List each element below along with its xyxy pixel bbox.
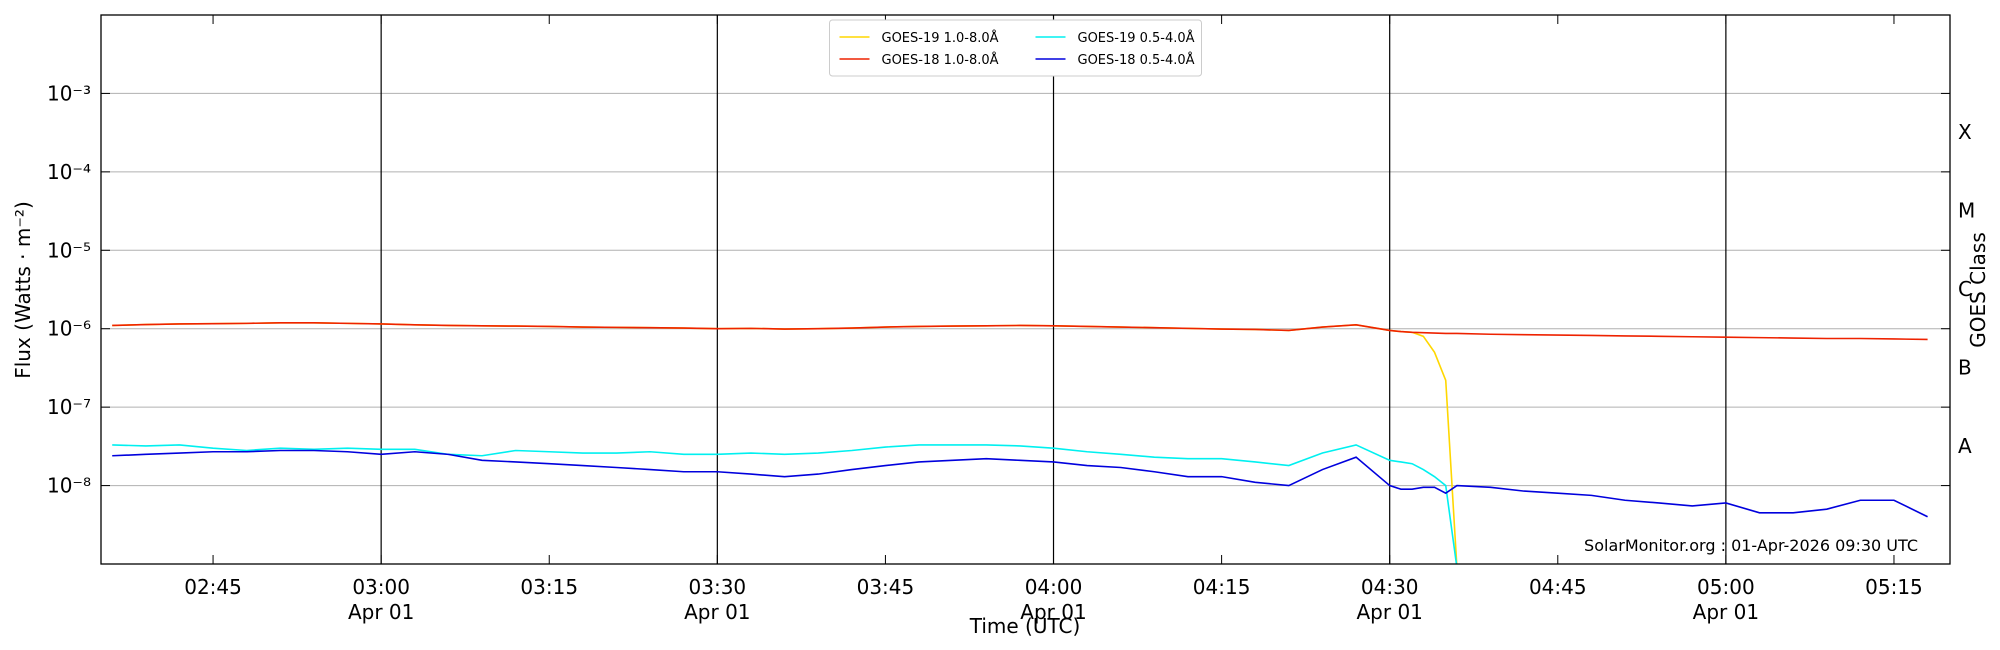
- x-tick-label: 03:15: [520, 575, 578, 599]
- legend-label: GOES-18 1.0-8.0Å: [882, 52, 999, 68]
- y2-tick-label: M: [1958, 199, 1975, 223]
- y2-tick-label: B: [1958, 356, 1972, 380]
- y2-axis-label: GOES Class: [1966, 232, 1990, 348]
- x-tick-label: 04:15: [1193, 575, 1251, 599]
- x-tick-label: 04:00: [1025, 575, 1083, 599]
- y2-tick-label: A: [1958, 434, 1972, 458]
- y-tick-label: 10⁻⁶: [47, 317, 91, 341]
- x-tick-label: 05:00: [1697, 575, 1755, 599]
- x-axis-label: Time (UTC): [969, 614, 1081, 638]
- legend-box: [829, 19, 1202, 77]
- series-line: [112, 449, 1928, 518]
- y-tick-label: 10⁻⁴: [47, 160, 91, 184]
- x-tick-date-label: Apr 01: [684, 600, 750, 624]
- series-line: [112, 444, 1458, 564]
- plot-frame: [100, 14, 1951, 565]
- y-tick-label: 10⁻⁷: [47, 395, 91, 419]
- series-line: [112, 321, 1928, 341]
- x-tick-label: 03:30: [689, 575, 747, 599]
- y2-tick-label: C: [1958, 277, 1972, 301]
- x-tick-label: 02:45: [184, 575, 242, 599]
- legend-label: GOES-18 0.5-4.0Å: [1078, 52, 1195, 68]
- x-tick-label: 04:30: [1361, 575, 1419, 599]
- x-tick-label: 05:15: [1865, 575, 1923, 599]
- x-tick-date-label: Apr 01: [348, 600, 414, 624]
- legend-label: GOES-19 1.0-8.0Å: [882, 30, 999, 46]
- x-tick-date-label: Apr 01: [1356, 600, 1422, 624]
- x-tick-date-label: Apr 01: [1693, 600, 1759, 624]
- x-tick-date-label: Apr 01: [1020, 600, 1086, 624]
- x-tick-label: 03:45: [857, 575, 915, 599]
- legend-label: GOES-19 0.5-4.0Å: [1078, 30, 1195, 46]
- y-axis-label: Flux (Watts · m⁻²): [11, 201, 35, 379]
- y-tick-label: 10⁻⁵: [47, 238, 91, 262]
- x-tick-label: 04:45: [1529, 575, 1587, 599]
- y-tick-label: 10⁻³: [47, 81, 91, 105]
- y2-tick-label: X: [1958, 120, 1972, 144]
- plot-area: [112, 321, 1928, 564]
- x-tick-label: 03:00: [352, 575, 410, 599]
- annotation: SolarMonitor.org : 01-Apr-2026 09:30 UTC: [1584, 536, 1918, 555]
- y-tick-label: 10⁻⁸: [47, 474, 91, 498]
